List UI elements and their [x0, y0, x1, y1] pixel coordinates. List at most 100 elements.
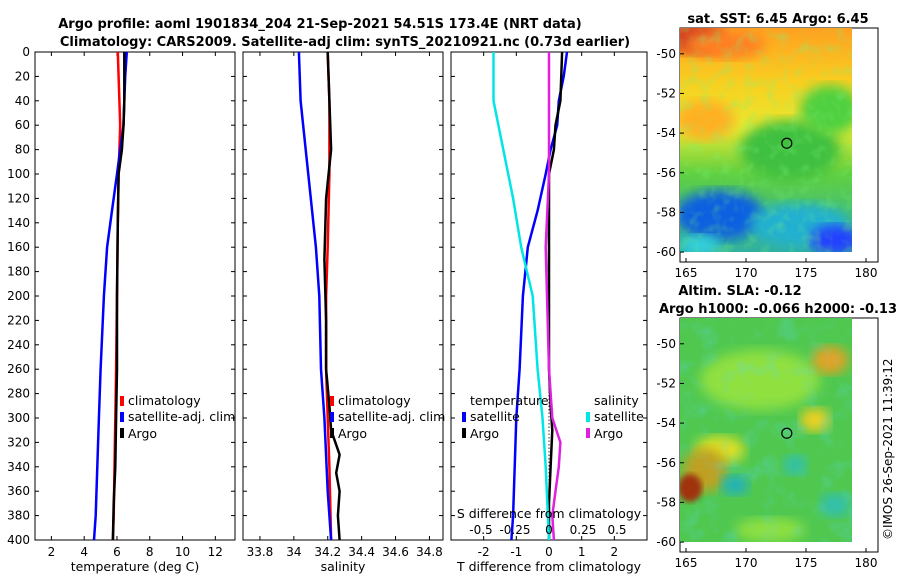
depth-tick-label: 60	[15, 118, 30, 132]
legend-label-satellite: satellite-adj. clim	[128, 409, 235, 424]
x-tick-label: 8	[146, 545, 154, 559]
temperature-legend: climatology satellite-adj. clim Argo	[120, 393, 235, 441]
depth-tick-label: 0	[22, 45, 30, 59]
depth-tick-label: 360	[7, 484, 30, 498]
x-tick-label: 4	[80, 545, 88, 559]
x-tick-label: 0	[545, 545, 553, 559]
depth-tick-label: 240	[7, 338, 30, 352]
difference-depth-ticks	[451, 51, 647, 541]
legend-label-temp-argo: Argo	[470, 426, 499, 441]
depth-tick-label: 200	[7, 289, 30, 303]
sst-map-axes: 165 170 175 180 -50 -52 -54 -56 -58 -60	[656, 47, 877, 280]
salinity-series	[297, 51, 341, 541]
legend-swatch-temp-argo	[462, 428, 466, 438]
series-line-argo	[111, 52, 126, 541]
map-x-tick-label: 165	[675, 266, 698, 280]
x-tick-label: 34.4	[348, 545, 375, 559]
salinity-panel: 33.8 34 34.2 34.4 34.6 34.8 climatology satel…	[242, 51, 445, 574]
sla-map-axes: 165 170 175 180 -50 -52 -54 -56 -58 -60	[656, 337, 877, 570]
x-tick-label: -2	[478, 545, 490, 559]
map-y-tick-label: -56	[656, 166, 676, 180]
map-y-tick-label: -60	[656, 535, 676, 549]
legend-label-argo: Argo	[128, 426, 157, 441]
depth-tick-label: 260	[7, 362, 30, 376]
temperature-x-axis: 2 4 6 8 10 12	[48, 52, 223, 559]
temperature-panel: 0 20 40 60 80 100 120 140 160 180 200 220 240 260 280 3…	[7, 45, 236, 574]
temperature-series	[92, 51, 129, 541]
x-tick-label: 2	[611, 545, 619, 559]
x-tick-label: 34.2	[314, 545, 341, 559]
legend-label-sal-argo: Argo	[594, 426, 623, 441]
s-tick-label: 0.25	[570, 523, 597, 537]
depth-tick-label: 80	[15, 143, 30, 157]
map-y-tick-label: -58	[656, 205, 676, 219]
depth-tick-label: 20	[15, 69, 30, 83]
legend-label-argo: Argo	[338, 426, 367, 441]
depth-axis: 0 20 40 60 80 100 120 140 160 180 200 220 240 260 280 3…	[7, 45, 235, 547]
series-line-salinity-satellite	[492, 52, 551, 541]
s-tick-label: -0.5	[469, 523, 492, 537]
sla-map-panel: Altim. SLA: -0.12 Argo h1000: -0.066 h20…	[656, 284, 897, 570]
depth-tick-label: 300	[7, 411, 30, 425]
depth-tick-label: 100	[7, 167, 30, 181]
map-x-tick-label: 180	[855, 266, 878, 280]
legend-title-temperature: temperature	[470, 393, 549, 408]
map-y-tick-label: -54	[656, 416, 676, 430]
depth-tick-label: 160	[7, 240, 30, 254]
map-x-tick-label: 175	[795, 556, 818, 570]
x-tick-label: 34	[286, 545, 301, 559]
t-difference-label: T difference from climatology	[456, 559, 642, 574]
map-y-tick-label: -50	[656, 337, 676, 351]
difference-salinity-legend: salinity satellite Argo	[586, 393, 644, 441]
sst-map-title: sat. SST: 6.45 Argo: 6.45	[687, 12, 868, 27]
s-tick-label: 0.5	[607, 523, 626, 537]
x-tick-label: 2	[48, 545, 56, 559]
x-tick-label: 6	[113, 545, 121, 559]
series-line-salinity-argo	[544, 52, 562, 541]
temperature-axes-box	[34, 51, 236, 541]
depth-tick-label: 280	[7, 387, 30, 401]
salinity-axes-box	[242, 51, 444, 541]
sst-map-panel: sat. SST: 6.45 Argo: 6.45 165 170 175 180 -5…	[656, 12, 879, 280]
argo-float-marker	[781, 427, 793, 439]
depth-tick-label: 220	[7, 313, 30, 327]
salinity-x-axis: 33.8 34 34.2 34.4 34.6 34.8	[247, 52, 443, 559]
figure-title-line2: Climatology: CARS2009. Satellite-adj cli…	[60, 35, 630, 50]
map-y-tick-label: -52	[656, 86, 676, 100]
series-line-satellite-adj-clim	[297, 51, 333, 541]
difference-panel: -2 -1 0 1 2 temperature satellite Argo salin…	[450, 51, 648, 574]
s-difference-label: S difference from climatology	[457, 506, 642, 521]
map-y-tick-label: -60	[656, 245, 676, 259]
x-tick-label: 34.6	[382, 545, 409, 559]
s-difference-ticks: -0.5 -0.25 0 0.25 0.5	[469, 523, 626, 537]
legend-swatch-sal-satellite	[586, 412, 590, 422]
depth-tick-label: 400	[7, 533, 30, 547]
s-tick-label: 0	[545, 523, 553, 537]
map-x-tick-label: 175	[795, 266, 818, 280]
legend-swatch-temp-satellite	[462, 412, 466, 422]
map-y-tick-label: -52	[656, 376, 676, 390]
legend-swatch-sal-argo	[586, 428, 590, 438]
x-tick-label: 33.8	[247, 545, 274, 559]
imos-credit: ©IMOS 26-Sep-2021 11:39:12	[881, 358, 895, 540]
map-x-tick-label: 170	[735, 556, 758, 570]
figure-title-line1: Argo profile: aoml 1901834_204 21-Sep-20…	[58, 17, 582, 32]
sla-map-title-line2: Argo h1000: -0.066 h2000: -0.13	[659, 302, 897, 317]
legend-swatch-climatology	[120, 396, 124, 406]
difference-series	[492, 51, 569, 541]
legend-label-satellite: satellite-adj. clim	[338, 409, 445, 424]
x-tick-label: 34.8	[416, 545, 443, 559]
depth-tick-label: 40	[15, 94, 30, 108]
legend-label-temp-satellite: satellite	[470, 409, 520, 424]
sla-field	[680, 318, 852, 542]
map-x-tick-label: 180	[855, 556, 878, 570]
legend-swatch-climatology	[330, 396, 334, 406]
map-y-tick-label: -58	[656, 495, 676, 509]
legend-swatch-satellite	[120, 412, 124, 422]
series-line-argo	[323, 51, 341, 541]
salinity-legend: climatology satellite-adj. clim Argo	[330, 393, 445, 441]
argo-float-marker	[781, 137, 793, 149]
temperature-x-label: temperature (deg C)	[71, 559, 200, 574]
salinity-x-label: salinity	[321, 559, 366, 574]
